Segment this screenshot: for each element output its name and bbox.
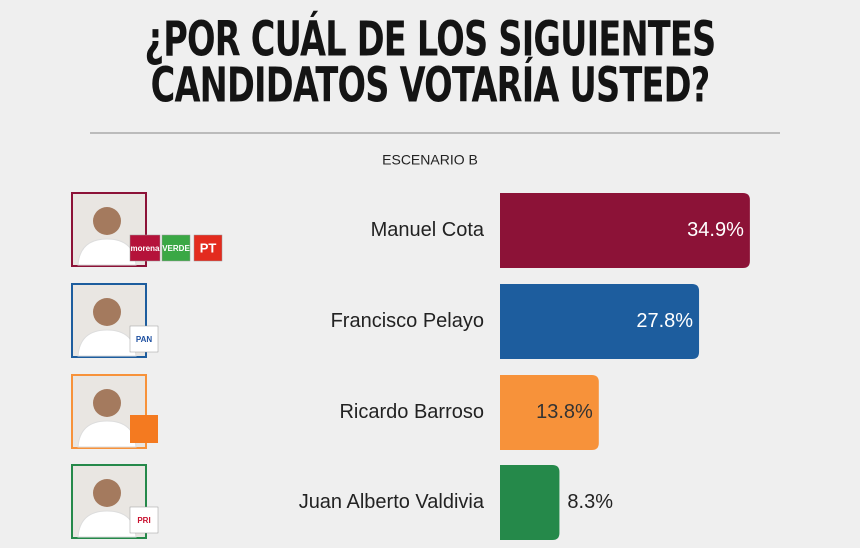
category-label: Manuel Cota: [371, 219, 485, 241]
chart-subtitle: ESCENARIO B: [382, 152, 478, 168]
party-name: PT: [200, 240, 217, 255]
party-name: PAN: [136, 335, 153, 344]
party-logo: [129, 234, 161, 262]
value-label: 13.8%: [536, 401, 593, 423]
party-logo: [193, 234, 223, 262]
party-logo: [130, 415, 158, 443]
category-label: Francisco Pelayo: [331, 310, 484, 332]
party-logo: [129, 506, 159, 534]
photo-head: [93, 207, 121, 235]
party-name: VERDE: [162, 244, 190, 253]
chart-title: ¿POR CUÁL DE LOS SIGUIENTES: [145, 10, 716, 67]
photo-head: [93, 298, 121, 326]
bar: [500, 375, 599, 450]
photo-head: [93, 479, 121, 507]
value-label: 8.3%: [567, 491, 613, 513]
photo-head: [93, 389, 121, 417]
party-name: morena: [131, 244, 160, 253]
party-name: PRI: [137, 516, 150, 525]
party-logo: [161, 234, 191, 262]
chart-title: CANDIDATOS VOTARÍA USTED?: [151, 56, 710, 113]
category-label: Ricardo Barroso: [339, 401, 484, 423]
bar: [500, 193, 750, 268]
value-label: 27.8%: [636, 310, 693, 332]
category-label: Juan Alberto Valdivia: [299, 491, 485, 513]
bar: [500, 284, 700, 359]
party-logo: [129, 325, 159, 353]
bar: [500, 465, 560, 540]
value-label: 34.9%: [687, 219, 744, 241]
